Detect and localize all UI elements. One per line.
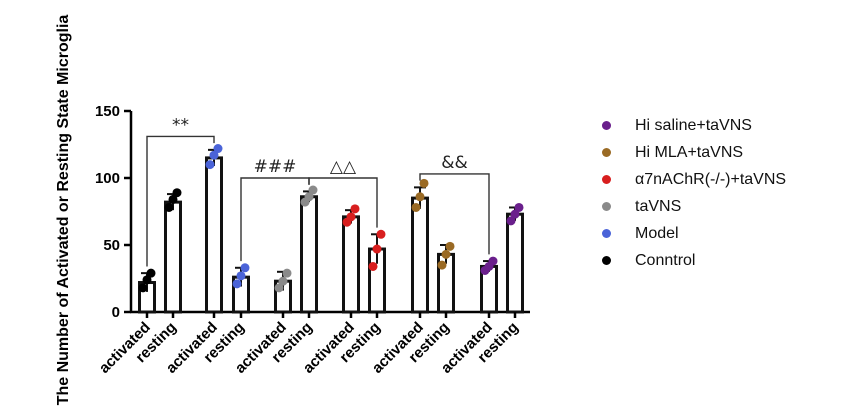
significance-label: ### — [254, 157, 297, 177]
data-point — [419, 178, 429, 188]
legend-label: Hi saline+taVNS — [635, 116, 752, 134]
data-point — [376, 229, 386, 239]
data-point — [205, 160, 215, 170]
data-point — [304, 192, 314, 202]
legend-item: Hi MLA+taVNS — [602, 139, 786, 166]
legend-item: Model — [602, 220, 786, 247]
legend-item: α7nAChR(-/-)+taVNS — [602, 166, 786, 193]
bar — [411, 196, 429, 314]
legend-label: Hi MLA+taVNS — [635, 143, 744, 161]
data-point — [236, 271, 246, 281]
significance-bracket — [240, 177, 310, 262]
legend-marker — [602, 175, 611, 184]
data-point — [164, 202, 174, 212]
data-point — [445, 241, 455, 251]
bar — [506, 212, 524, 314]
data-point — [510, 209, 520, 219]
data-point — [209, 150, 219, 160]
data-point — [350, 204, 360, 214]
significance-bracket — [419, 173, 490, 255]
y-tick-label: 50 — [103, 237, 120, 254]
data-point — [441, 249, 451, 259]
data-point — [138, 283, 148, 293]
significance-label: && — [441, 153, 468, 173]
significance-label: △△ — [330, 157, 357, 177]
data-point — [488, 256, 498, 266]
annotations: ** ### △△ && — [146, 115, 490, 267]
legend-marker — [602, 148, 611, 157]
data-point — [213, 144, 223, 154]
legend-marker — [602, 256, 611, 265]
data-point — [308, 185, 318, 195]
legend-item: taVNS — [602, 193, 786, 220]
y-axis-label: The Number of Activated or Resting State… — [55, 15, 72, 406]
significance-bracket — [146, 135, 215, 267]
bar — [205, 156, 223, 314]
legend-label: Conntrol — [635, 251, 696, 269]
legend-item: Hi saline+taVNS — [602, 112, 786, 139]
data-points — [138, 144, 524, 293]
bar — [164, 200, 182, 314]
legend-marker — [602, 202, 611, 211]
data-point — [368, 261, 378, 271]
bar — [342, 215, 360, 314]
data-point — [168, 194, 178, 204]
legend-label: taVNS — [635, 197, 682, 215]
legend: Hi saline+taVNS Hi MLA+taVNS α7nAChR(-/-)+… — [602, 112, 786, 274]
data-point — [232, 279, 242, 289]
data-point — [142, 275, 152, 285]
data-point — [278, 276, 288, 286]
data-point — [372, 244, 382, 254]
data-point — [411, 202, 421, 212]
data-point — [274, 283, 284, 293]
axes: 0 50 100 150 — [95, 103, 530, 321]
bar — [300, 195, 318, 314]
legend-item: Conntrol — [602, 247, 786, 274]
y-tick-label: 100 — [95, 170, 120, 187]
data-point — [240, 263, 250, 273]
data-point — [437, 260, 447, 270]
legend-marker — [602, 121, 611, 130]
x-tick-labels: activatedrestingactivatedrestingactivate… — [96, 319, 522, 377]
significance-label: ** — [172, 115, 189, 135]
data-point — [415, 192, 425, 202]
data-point — [146, 268, 156, 278]
significance-bracket — [308, 177, 378, 228]
legend-label: α7nAChR(-/-)+taVNS — [635, 170, 787, 188]
data-point — [346, 212, 356, 222]
data-point — [506, 216, 516, 226]
y-tick-label: 0 — [112, 304, 120, 321]
legend-marker — [602, 229, 611, 238]
data-point — [282, 268, 292, 278]
y-tick-label: 150 — [95, 103, 120, 120]
data-point — [514, 202, 524, 212]
data-point — [172, 188, 182, 198]
legend-label: Model — [635, 224, 679, 242]
